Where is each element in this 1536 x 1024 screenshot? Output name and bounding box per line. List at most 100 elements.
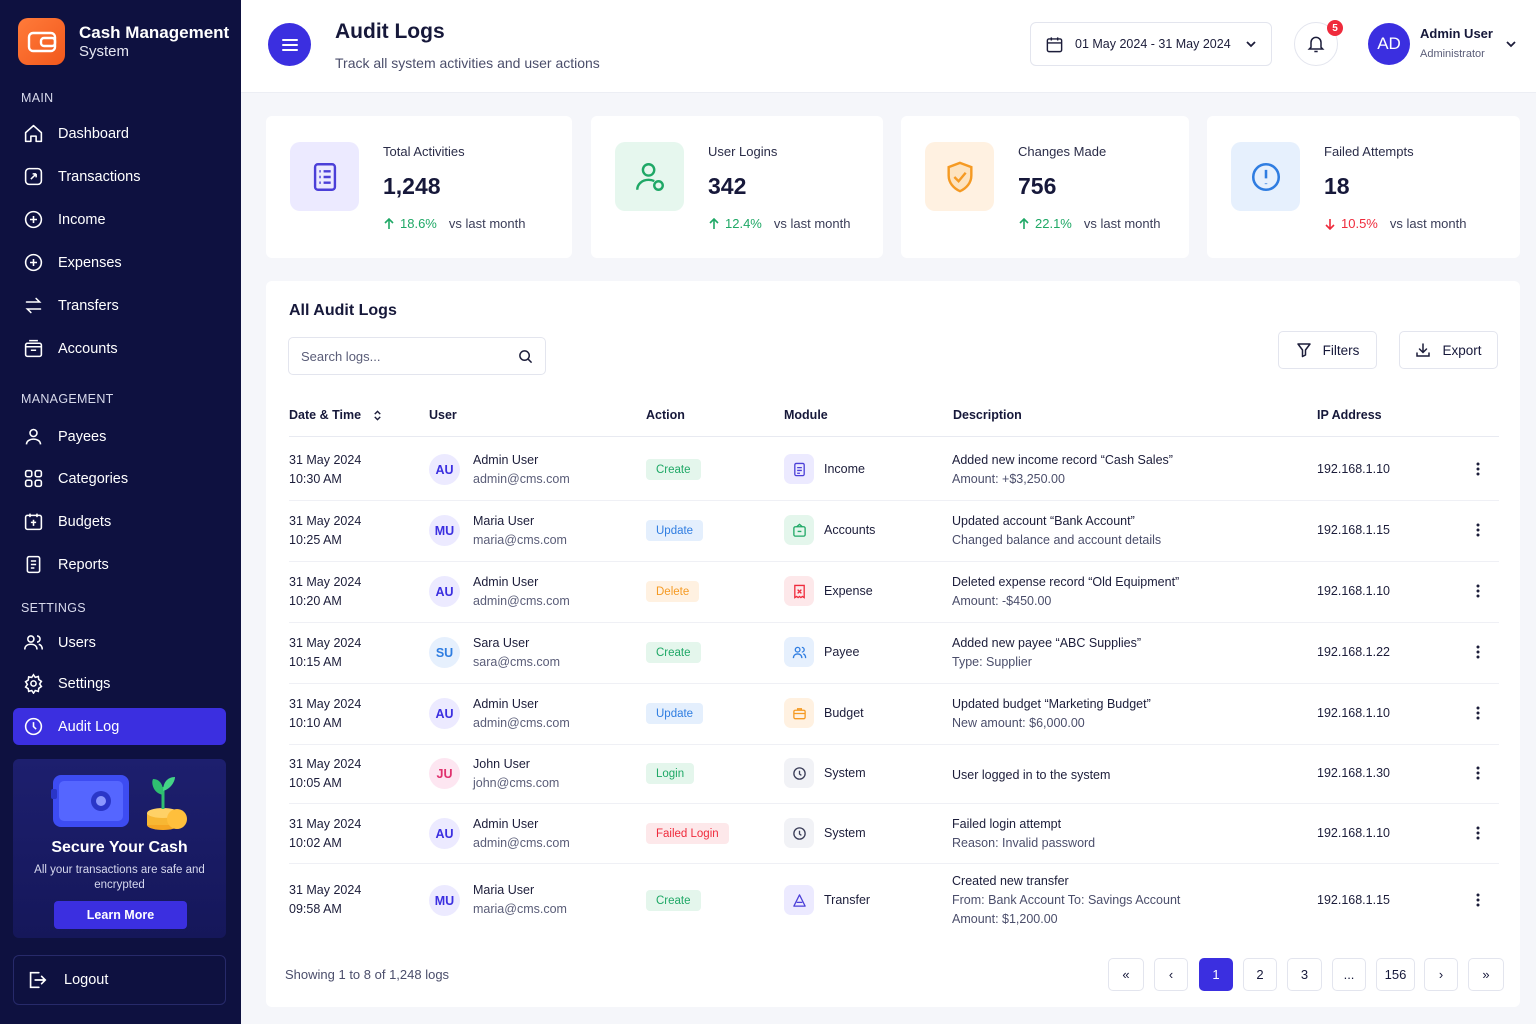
document-icon: [784, 454, 814, 484]
notifications-button[interactable]: [1294, 22, 1338, 66]
stat-change-period: vs last month: [1083, 216, 1161, 231]
arrow-up-icon: [1019, 217, 1029, 229]
filters-button[interactable]: Filters: [1278, 331, 1377, 369]
date: 31 May 2024: [289, 514, 362, 528]
user-email: sara@cms.com: [473, 655, 561, 669]
search-input[interactable]: [289, 338, 499, 374]
menu-toggle-button[interactable]: [268, 23, 311, 66]
sidebar-item-label: Users: [58, 634, 96, 651]
action-badge: Update: [646, 703, 704, 724]
sidebar-item-label: Audit Log: [58, 718, 120, 735]
column-header-date-time[interactable]: Date & Time: [289, 408, 383, 422]
date-range-picker[interactable]: 01 May 2024 - 31 May 2024: [1030, 22, 1272, 66]
divider: [289, 561, 1499, 562]
description-detail: Changed balance and account details: [952, 533, 1162, 547]
page-title: Audit Logs: [335, 20, 445, 43]
date: 31 May 2024: [289, 636, 362, 650]
sidebar-item-audit-log[interactable]: Audit Log: [13, 708, 226, 745]
avatar: AU: [429, 454, 460, 485]
brand[interactable]: Cash Management System: [18, 18, 229, 65]
page-1-button[interactable]: 1: [1199, 958, 1233, 991]
time: 10:30 AM: [289, 472, 342, 486]
sidebar-item-budgets[interactable]: Budgets: [13, 503, 226, 540]
previous-page-button[interactable]: ‹: [1154, 958, 1188, 991]
sort-icon[interactable]: [372, 409, 383, 421]
user-name[interactable]: Admin User: [1420, 26, 1493, 41]
column-header-description: Description: [953, 408, 1022, 422]
sidebar-item-categories[interactable]: Categories: [13, 460, 226, 497]
pagination-summary: Showing 1 to 8 of 1,248 logs: [285, 967, 450, 982]
date-time: 31 May 2024 10:20 AM: [289, 573, 361, 611]
search-icon[interactable]: [518, 349, 533, 364]
more-vertical-icon[interactable]: [1470, 459, 1486, 479]
more-vertical-icon[interactable]: [1470, 581, 1486, 601]
page-subtitle: Track all system activities and user act…: [335, 55, 600, 71]
logout-button[interactable]: Logout: [13, 955, 226, 1005]
sidebar-item-label: Categories: [58, 470, 129, 487]
promo-text: All your transactions are safe and encry…: [34, 864, 205, 891]
action-badge: Login: [646, 763, 695, 784]
learn-more-button[interactable]: Learn More: [54, 901, 187, 929]
user-info: John User john@cms.com: [473, 755, 559, 793]
stat-label: Total Activities: [383, 144, 465, 159]
divider: [289, 622, 1499, 623]
description-main: Deleted expense record “Old Equipment”: [952, 575, 1180, 589]
next-page-button[interactable]: ›: [1424, 958, 1458, 991]
page-3-button[interactable]: 3: [1287, 958, 1322, 991]
first-page-button[interactable]: «: [1108, 958, 1144, 991]
sidebar-item-users[interactable]: Users: [13, 624, 226, 661]
sidebar-item-expenses[interactable]: Expenses: [13, 244, 226, 281]
security-promo-card: Secure Your Cash All your transactions a…: [13, 759, 226, 938]
ip-address: 192.168.1.10: [1317, 706, 1390, 720]
divider: [289, 744, 1499, 745]
sidebar-item-payees[interactable]: Payees: [13, 418, 226, 455]
more-vertical-icon[interactable]: [1470, 642, 1486, 662]
chevron-down-icon[interactable]: [1505, 38, 1517, 50]
stat-change-period: vs last month: [1389, 216, 1467, 231]
avatar: AU: [429, 698, 460, 729]
avatar[interactable]: AD: [1368, 23, 1410, 65]
module-label: Payee: [824, 645, 860, 659]
more-vertical-icon[interactable]: [1470, 763, 1486, 783]
sidebar-item-reports[interactable]: Reports: [13, 546, 226, 583]
grid-icon: [24, 469, 43, 488]
bank-icon: [784, 515, 814, 545]
more-vertical-icon[interactable]: [1470, 520, 1486, 540]
search-box[interactable]: [288, 337, 546, 375]
users-icon: [784, 637, 814, 667]
sidebar-item-label: Transfers: [58, 297, 119, 314]
page-2-button[interactable]: 2: [1243, 958, 1277, 991]
description-main: Created new transfer: [952, 874, 1069, 888]
export-button[interactable]: Export: [1399, 331, 1498, 369]
pagination-ellipsis: ...: [1332, 958, 1366, 991]
divider: [289, 683, 1499, 684]
more-vertical-icon[interactable]: [1470, 890, 1486, 910]
description-detail: Type: Supplier: [952, 655, 1032, 669]
sidebar-item-settings[interactable]: Settings: [13, 665, 226, 702]
date-time: 31 May 2024 10:15 AM: [289, 634, 361, 672]
user-info: Maria User maria@cms.com: [473, 512, 567, 550]
sidebar-item-accounts[interactable]: Accounts: [13, 330, 226, 367]
description: Failed login attempt Reason: Invalid pass…: [952, 815, 1272, 853]
stat-label: Failed Attempts: [1324, 144, 1414, 159]
user-email: maria@cms.com: [473, 902, 567, 916]
download-icon: [1416, 343, 1431, 357]
action-badge: Update: [646, 520, 704, 541]
sidebar-item-transactions[interactable]: Transactions: [13, 158, 226, 195]
date-time: 31 May 2024 10:25 AM: [289, 512, 361, 550]
more-vertical-icon[interactable]: [1470, 703, 1486, 723]
stat-label: Changes Made: [1018, 144, 1107, 159]
sidebar-item-label: Payees: [58, 428, 107, 445]
promo-title: Secure Your Cash: [51, 839, 188, 856]
stat-change-value: 12.4%: [725, 216, 762, 231]
more-vertical-icon[interactable]: [1470, 823, 1486, 843]
sidebar-item-dashboard[interactable]: Dashboard: [13, 115, 226, 152]
user-info: Admin User admin@cms.com: [473, 815, 570, 853]
export-label: Export: [1442, 342, 1482, 358]
sidebar-item-transfers[interactable]: Transfers: [13, 287, 226, 324]
sidebar-item-income[interactable]: Income: [13, 201, 226, 238]
page-156-button[interactable]: 156: [1376, 958, 1415, 991]
date-time: 31 May 2024 09:58 AM: [289, 881, 361, 919]
avatar: AU: [429, 576, 460, 607]
last-page-button[interactable]: »: [1468, 958, 1504, 991]
